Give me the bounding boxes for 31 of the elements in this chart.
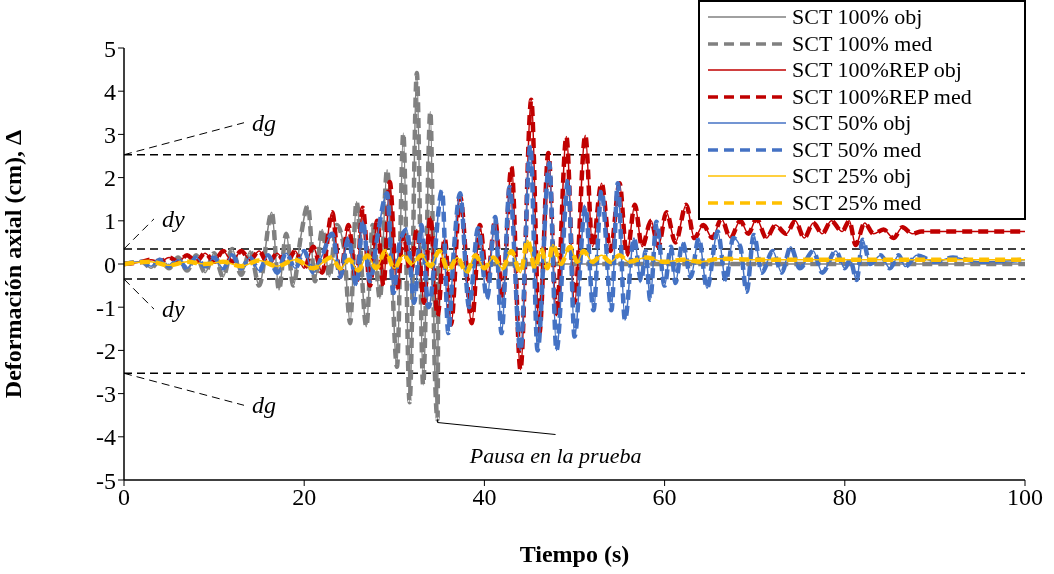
y-tick-label: -2 bbox=[96, 337, 116, 364]
y-tick-label: 1 bbox=[104, 208, 116, 235]
y-tick-label: 4 bbox=[104, 78, 116, 105]
legend-label: dy bbox=[162, 296, 185, 323]
x-tick-label: 100 bbox=[1007, 484, 1043, 511]
y-tick-label: -1 bbox=[96, 294, 116, 321]
legend-label: SCT 50% obj bbox=[792, 110, 912, 137]
legend-label: SCT 50% med bbox=[792, 136, 922, 163]
y-tick-label: 2 bbox=[104, 165, 116, 192]
legend-label: SCT 100%REP med bbox=[792, 83, 972, 110]
legend-label: SCT 100% med bbox=[792, 30, 933, 57]
y-tick-label: 5 bbox=[104, 35, 116, 62]
legend-label: SCT 25% obj bbox=[792, 163, 912, 190]
legend-label: dy bbox=[162, 205, 185, 232]
legend-label: dg bbox=[252, 392, 276, 419]
y-tick-label: -3 bbox=[96, 381, 116, 408]
x-tick-label: 60 bbox=[652, 484, 677, 511]
legend-label: SCT 100%REP obj bbox=[792, 57, 962, 84]
legend-label: dg bbox=[252, 109, 276, 136]
y-axis-title: Deformación axial (cm), Δ bbox=[0, 129, 26, 399]
y-tick-label: 0 bbox=[104, 251, 116, 278]
x-tick-label: 40 bbox=[472, 484, 497, 511]
y-tick-label: -4 bbox=[96, 424, 116, 451]
y-tick-label: 3 bbox=[104, 121, 116, 148]
x-axis-title: Tiempo (s) bbox=[519, 541, 630, 567]
y-tick-label: -5 bbox=[96, 467, 116, 494]
x-tick-label: 80 bbox=[832, 484, 857, 511]
legend-label: SCT 100% obj bbox=[792, 4, 923, 31]
legend-label: SCT 25% med bbox=[792, 189, 922, 216]
x-tick-label: 20 bbox=[292, 484, 317, 511]
annotation: Pausa en la prueba bbox=[468, 442, 642, 468]
